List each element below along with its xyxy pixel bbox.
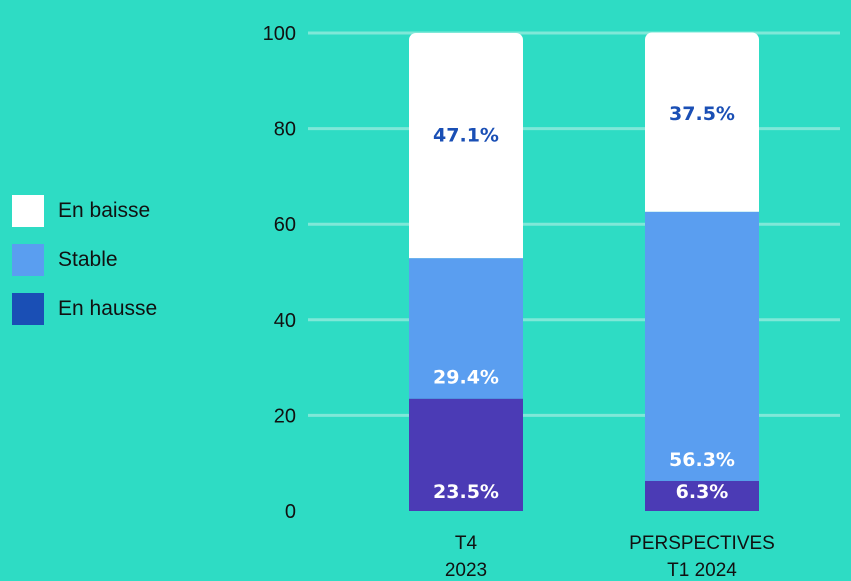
legend-label-stable: Stable [58,248,118,272]
data-label-1-stable: 56.3% [669,449,735,471]
legend-item-stable: Stable [12,243,157,277]
y-tick-label-100: 100 [263,23,296,45]
x-tick-label-0: T4 2023 [445,533,487,581]
data-label-0-stable: 29.4% [433,367,499,389]
legend-item-en-baisse: En baisse [12,194,157,228]
y-tick-label-0: 0 [285,501,296,523]
data-label-1-en-hausse: 6.3% [676,481,729,503]
data-label-1-en-baisse: 37.5% [669,103,735,125]
legend-label-en-baisse: En baisse [58,199,150,223]
data-label-0-en-baisse: 47.1% [433,124,499,146]
legend-item-en-hausse: En hausse [12,292,157,326]
legend: En baisse Stable En hausse [12,194,157,341]
legend-swatch-en-hausse [12,293,44,325]
y-tick-label-20: 20 [274,405,296,427]
y-tick-label-80: 80 [274,119,296,141]
data-label-0-en-hausse: 23.5% [433,481,499,503]
y-tick-label-60: 60 [274,214,296,236]
legend-swatch-stable [12,244,44,276]
legend-swatch-en-baisse [12,195,44,227]
bar-1-stable [645,212,759,481]
x-tick-label-1: PERSPECTIVES T1 2024 [629,533,775,581]
legend-label-en-hausse: En hausse [58,297,157,321]
y-tick-label-40: 40 [274,310,296,332]
